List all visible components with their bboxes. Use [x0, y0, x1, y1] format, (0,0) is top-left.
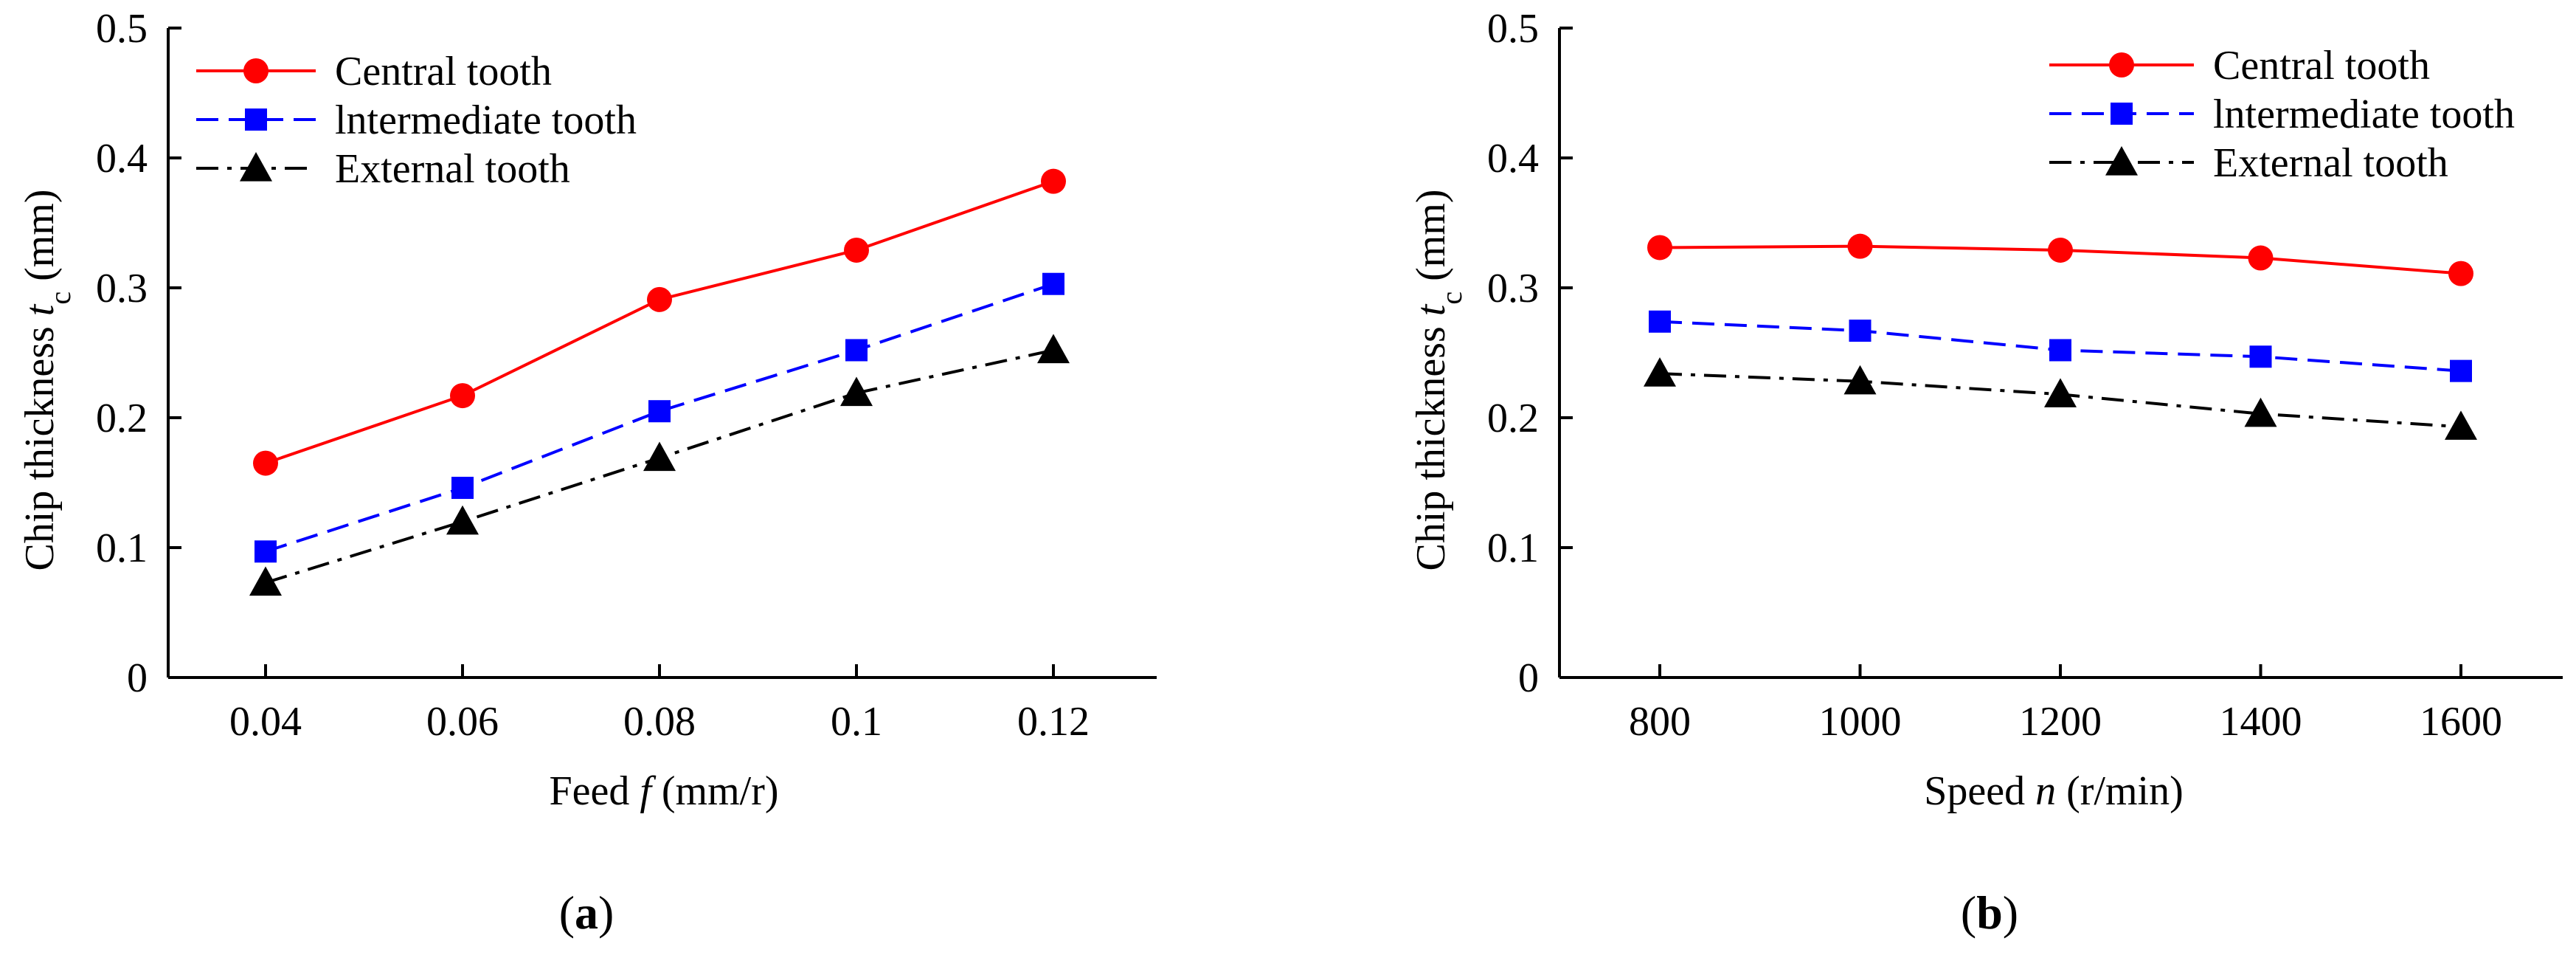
data-point [2249, 345, 2272, 368]
legend-label: Central tooth [2213, 43, 2430, 89]
data-point [1849, 320, 1872, 342]
legend-marker [2111, 103, 2133, 125]
data-point [1647, 235, 1672, 261]
data-point [1042, 272, 1064, 295]
series-line-2 [265, 282, 1054, 554]
legend-marker [243, 58, 269, 83]
data-point [446, 505, 479, 535]
data-point [249, 566, 282, 596]
x-tick-label: 0.08 [623, 699, 696, 745]
x-tick-label: 1400 [2220, 699, 2302, 745]
data-point [840, 376, 873, 407]
y-axis-label-a: Chip thickness tc (mm) [17, 189, 77, 570]
x-axis-label-b: Speed n (r/min) [1924, 768, 2183, 814]
data-point [1843, 365, 1877, 395]
panel-label-b: (b) [1961, 886, 2018, 939]
data-point [2048, 237, 2073, 263]
series-marks-a [249, 168, 1070, 596]
y-tick-label: 0.2 [1487, 396, 1539, 441]
data-point [2450, 359, 2472, 382]
y-tick-label: 0.1 [96, 525, 148, 571]
x-tick-label: 0.1 [831, 699, 882, 745]
data-point [451, 477, 474, 500]
data-point [253, 450, 278, 476]
y-tick-label: 0.3 [96, 266, 148, 311]
panel-label-a: (a) [559, 886, 614, 939]
data-point [1847, 233, 1873, 259]
x-tick-label: 0.12 [1017, 699, 1090, 745]
axes-b: 0 0.1 0.2 0.3 0.4 0.5 800 1000 1200 1400 1600 [1487, 6, 2563, 745]
data-point [2248, 245, 2274, 271]
axes-a: 0 0.1 0.2 0.3 0.4 0.5 0.04 0.06 0.08 0.1 0.12 [96, 6, 1157, 745]
legend-marker [245, 108, 267, 131]
chart-panel-a: 0 0.1 0.2 0.3 0.4 0.5 0.04 0.06 0.08 0.1 0.12 Cent… [17, 6, 1157, 939]
data-point [1041, 168, 1066, 194]
legend-marker [2105, 146, 2138, 176]
data-point [2244, 397, 2277, 427]
legend-label: lntermediate tooth [2213, 92, 2515, 137]
data-point [648, 400, 671, 423]
data-point [2448, 261, 2473, 286]
legend-label: External tooth [2213, 140, 2448, 186]
y-axis-label-b: Chip thickness tc (mm) [1408, 189, 1468, 570]
legend-marker [240, 152, 272, 182]
data-point [643, 441, 676, 472]
data-point [2044, 378, 2077, 407]
data-point [1649, 310, 1671, 333]
y-tick-label: 0 [1518, 655, 1539, 701]
y-tick-label: 0.2 [96, 396, 148, 441]
x-tick-label: 1000 [1819, 699, 1902, 745]
y-tick-label: 0.1 [1487, 525, 1539, 571]
x-axis-label-a: Feed f (mm/r) [549, 768, 778, 814]
legend-label: Central tooth [335, 49, 552, 94]
y-tick-label: 0.5 [96, 6, 148, 52]
legend-marker [2109, 52, 2134, 77]
data-point [2049, 339, 2071, 362]
y-tick-label: 0.4 [1487, 136, 1539, 182]
series-marks-b [1644, 233, 2477, 440]
data-point [844, 237, 869, 263]
data-point [1037, 334, 1070, 364]
x-tick-label: 1200 [2019, 699, 2102, 745]
data-point [845, 339, 868, 362]
y-tick-label: 0 [127, 655, 148, 701]
x-tick-label: 1600 [2420, 699, 2502, 745]
y-tick-label: 0.5 [1487, 6, 1539, 52]
legend-label: lntermediate tooth [335, 97, 637, 143]
data-point [647, 286, 672, 312]
x-tick-label: 0.06 [426, 699, 499, 745]
data-point [2445, 410, 2477, 440]
y-tick-label: 0.3 [1487, 266, 1539, 311]
data-point [255, 540, 277, 563]
chart-panel-b: 0 0.1 0.2 0.3 0.4 0.5 800 1000 1200 1400 1600 Cent… [1408, 6, 2563, 939]
legend-label: External tooth [335, 146, 570, 192]
x-tick-label: 0.04 [229, 699, 302, 745]
x-tick-label: 800 [1629, 699, 1691, 745]
data-point [1644, 357, 1676, 387]
data-point [450, 383, 475, 409]
y-tick-label: 0.4 [96, 136, 148, 182]
